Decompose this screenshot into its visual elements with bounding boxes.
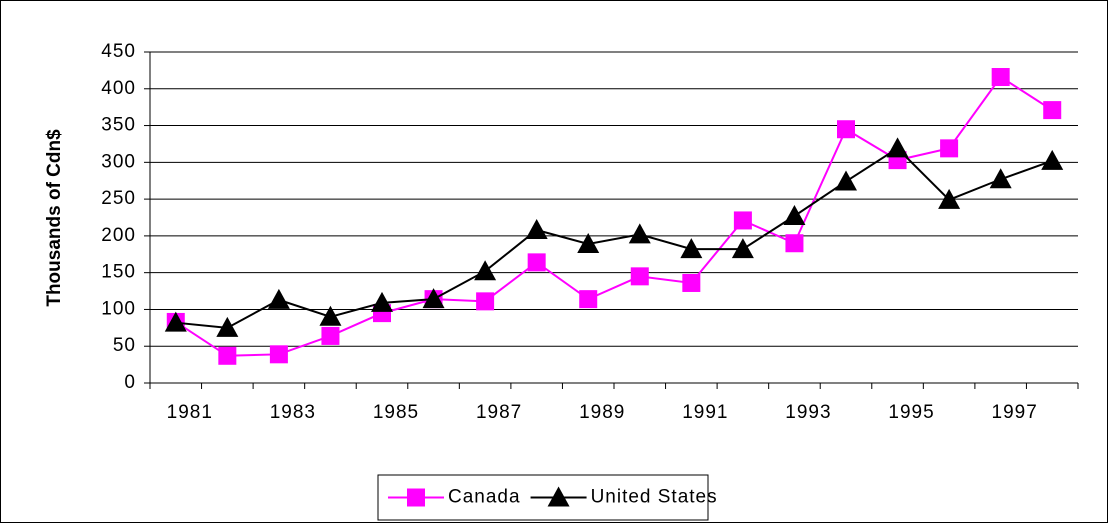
x-tick-label: 1981 [167, 402, 213, 423]
marker [886, 137, 909, 158]
marker [321, 326, 340, 345]
marker [628, 223, 651, 244]
y-tick-label: 400 [101, 78, 136, 99]
marker [630, 267, 649, 286]
marker [682, 273, 701, 292]
legend-label: Canada [448, 487, 521, 508]
x-tick-label: 1989 [579, 402, 625, 423]
marker [837, 120, 855, 139]
marker [733, 211, 752, 230]
y-tick-label: 50 [113, 335, 136, 356]
marker [835, 170, 857, 191]
y-tick-label: 300 [101, 151, 136, 172]
marker [579, 290, 598, 309]
y-tick-label: 0 [124, 372, 136, 393]
x-tick-label: 1983 [270, 402, 316, 423]
marker [785, 234, 804, 253]
marker [267, 288, 290, 309]
marker [422, 288, 445, 309]
legend-label: United States [591, 487, 718, 508]
marker [940, 139, 959, 158]
marker [407, 488, 425, 507]
x-tick-label: 1985 [373, 402, 419, 423]
marker [319, 305, 342, 326]
y-tick-label: 150 [101, 262, 136, 283]
x-tick-label: 1997 [992, 402, 1038, 423]
x-tick-label: 1987 [476, 402, 522, 423]
x-tick-label: 1995 [888, 402, 934, 423]
marker [525, 219, 548, 240]
marker [731, 238, 754, 259]
marker [989, 168, 1012, 189]
y-tick-label: 450 [101, 41, 136, 62]
marker [371, 291, 393, 312]
y-axis-label: Thousands of Cdn$ [44, 129, 65, 307]
y-tick-label: 100 [101, 298, 136, 319]
y-tick-label: 200 [101, 225, 136, 246]
marker [216, 316, 239, 337]
marker [938, 188, 961, 209]
marker [1041, 149, 1064, 170]
marker [476, 292, 495, 311]
y-tick-label: 250 [101, 188, 136, 209]
marker [577, 232, 600, 253]
x-tick-label: 1991 [682, 402, 728, 423]
marker [547, 486, 570, 507]
marker [1043, 101, 1062, 120]
y-tick-label: 350 [101, 115, 136, 136]
marker [527, 253, 546, 272]
marker [474, 260, 497, 281]
marker [680, 238, 703, 259]
marker [164, 311, 187, 332]
marker [783, 205, 806, 226]
x-tick-label: 1993 [785, 402, 831, 423]
marker [218, 346, 237, 365]
marker [269, 345, 288, 364]
marker [991, 68, 1010, 87]
